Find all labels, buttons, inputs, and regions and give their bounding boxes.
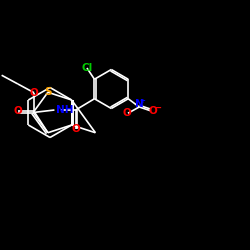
Text: O: O bbox=[30, 88, 38, 98]
Text: Cl: Cl bbox=[81, 63, 92, 73]
Text: S: S bbox=[44, 87, 52, 97]
Text: O: O bbox=[148, 106, 157, 116]
Text: +: + bbox=[139, 98, 145, 104]
Text: O: O bbox=[71, 124, 80, 134]
Text: O: O bbox=[122, 108, 131, 118]
Text: NH: NH bbox=[56, 105, 73, 115]
Text: O: O bbox=[14, 106, 22, 117]
Text: N: N bbox=[135, 100, 143, 110]
Text: −: − bbox=[154, 103, 162, 113]
